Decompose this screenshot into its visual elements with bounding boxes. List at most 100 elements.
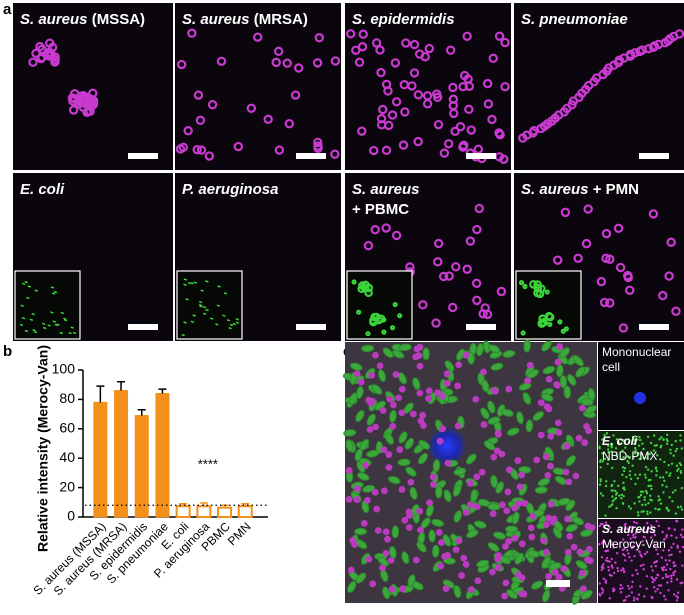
significance: **** [198,456,218,471]
cell [381,329,387,335]
cell [626,549,629,552]
cell [601,523,605,526]
cell [655,444,658,447]
micrograph-main [342,339,597,605]
cell [621,567,625,570]
cell [611,466,614,470]
cell [643,473,647,476]
coccus [521,500,529,507]
cell [354,57,365,67]
coccus [426,499,433,507]
cell [647,501,650,505]
cell [401,38,411,48]
cell [622,494,625,498]
cell [634,448,637,452]
cell [635,521,638,525]
cell [614,489,617,493]
rod [202,312,207,316]
cell [478,309,488,319]
cell [522,283,528,290]
rod [532,411,544,421]
cell [638,495,641,499]
bar [134,415,149,518]
coccus [425,387,433,395]
cell [606,444,610,448]
cell [663,479,666,482]
rod [556,364,564,378]
cell [610,483,614,487]
rod [516,411,524,425]
cell [668,496,671,499]
species: S. aureus [352,181,420,198]
coccus [462,351,470,359]
rod [527,549,540,558]
cell [623,570,626,574]
cell [632,545,635,548]
cell [679,581,682,585]
cell [598,582,601,585]
coccus [518,540,526,548]
coccus [583,423,590,430]
cell [623,441,627,444]
cell [668,554,671,557]
cell [625,49,636,60]
coccus [555,429,563,436]
coccus [504,488,512,496]
rod [382,347,394,358]
cell [518,280,525,286]
rod [501,408,514,417]
cell [605,556,609,560]
cell [653,544,656,548]
cell [448,82,458,93]
cell [620,569,623,572]
coccus [416,507,424,515]
cell [365,331,371,337]
cell [615,454,619,457]
cell [670,534,673,537]
coccus [562,468,570,476]
cell [500,37,510,48]
cell [647,527,651,530]
cell [601,228,612,239]
coccus [542,548,550,556]
rod [542,365,556,375]
cell [628,473,631,477]
rod [540,393,554,402]
cell [621,586,624,590]
cell [74,95,84,106]
coccus [366,426,374,433]
cell [675,536,678,539]
rod [345,439,354,453]
cell [624,559,627,562]
cell [654,560,657,564]
cell [246,103,257,114]
cell [284,118,295,129]
cell [488,53,498,64]
cell [356,309,362,315]
cell [282,58,292,68]
rod [387,475,401,485]
rod [559,375,568,389]
cell [621,548,624,552]
cell [610,489,613,492]
coccus [554,358,562,366]
cell [648,484,651,487]
cell [665,507,668,510]
coccus [537,399,545,407]
cell [646,435,650,439]
coccus [395,394,402,402]
cell [629,507,632,510]
cell [629,537,632,540]
coccus [555,573,563,581]
cell [204,151,215,161]
cell [624,598,627,602]
rod [20,304,24,308]
cell [638,457,641,461]
cell [670,580,673,583]
cell [650,526,654,529]
cell [665,575,668,578]
rod [72,331,77,335]
cell [642,510,645,513]
cell [632,536,635,539]
